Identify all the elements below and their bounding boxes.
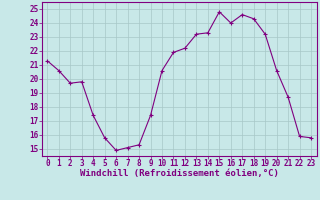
X-axis label: Windchill (Refroidissement éolien,°C): Windchill (Refroidissement éolien,°C) <box>80 169 279 178</box>
